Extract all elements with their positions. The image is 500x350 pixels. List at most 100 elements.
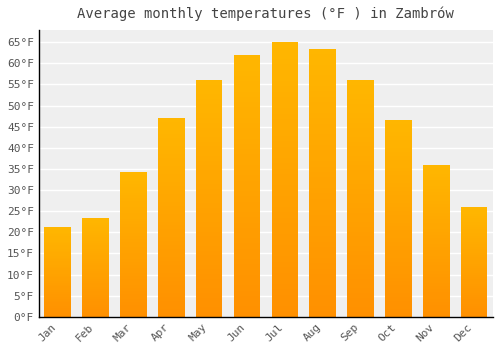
Bar [234, 259, 260, 264]
Bar [348, 85, 374, 90]
Bar [82, 253, 109, 255]
Bar [385, 309, 411, 313]
Bar [385, 258, 411, 262]
Bar [272, 53, 298, 59]
Bar [196, 265, 222, 270]
Bar [423, 259, 450, 262]
Bar [423, 232, 450, 235]
Bar [310, 194, 336, 199]
Bar [196, 194, 222, 198]
Bar [120, 190, 146, 193]
Bar [44, 263, 71, 265]
Bar [158, 249, 184, 253]
Bar [348, 198, 374, 203]
Bar [348, 170, 374, 175]
Bar [44, 254, 71, 256]
Bar [234, 118, 260, 123]
Bar [423, 268, 450, 271]
Bar [234, 92, 260, 97]
Bar [423, 189, 450, 192]
Bar [272, 212, 298, 218]
Bar [423, 229, 450, 232]
Bar [120, 282, 146, 285]
Bar [272, 300, 298, 306]
Bar [310, 49, 336, 54]
Bar [310, 75, 336, 81]
Bar [44, 310, 71, 312]
Bar [82, 277, 109, 279]
Bar [310, 172, 336, 177]
Bar [120, 259, 146, 262]
Bar [272, 42, 298, 48]
Bar [423, 210, 450, 214]
Bar [158, 269, 184, 273]
Bar [461, 273, 487, 275]
Bar [120, 210, 146, 213]
Bar [385, 262, 411, 266]
Bar [423, 256, 450, 259]
Bar [44, 312, 71, 313]
Bar [310, 220, 336, 226]
Bar [120, 250, 146, 253]
Bar [348, 303, 374, 307]
Bar [120, 239, 146, 242]
Bar [82, 275, 109, 277]
Bar [82, 281, 109, 283]
Bar [423, 219, 450, 223]
Bar [120, 302, 146, 305]
Bar [44, 308, 71, 310]
Bar [272, 218, 298, 223]
Bar [385, 168, 411, 172]
Bar [196, 246, 222, 251]
Bar [461, 242, 487, 244]
Bar [348, 156, 374, 161]
Bar [120, 178, 146, 181]
Bar [234, 186, 260, 191]
Bar [272, 240, 298, 245]
Bar [461, 216, 487, 218]
Bar [385, 226, 411, 230]
Bar [196, 260, 222, 265]
Bar [82, 271, 109, 273]
Bar [461, 275, 487, 277]
Bar [196, 118, 222, 123]
Bar [120, 273, 146, 276]
Bar [348, 213, 374, 217]
Bar [385, 250, 411, 254]
Bar [310, 145, 336, 150]
Title: Average monthly temperatures (°F ) in Zambrów: Average monthly temperatures (°F ) in Za… [78, 7, 454, 21]
Bar [120, 279, 146, 282]
Bar [310, 258, 336, 263]
Bar [120, 198, 146, 201]
Bar [234, 270, 260, 275]
Bar [348, 217, 374, 222]
Bar [234, 244, 260, 249]
Bar [348, 232, 374, 236]
Bar [158, 202, 184, 205]
Bar [461, 262, 487, 264]
Bar [385, 191, 411, 195]
Bar [348, 312, 374, 317]
Bar [44, 229, 71, 231]
Bar [196, 293, 222, 298]
Bar [348, 137, 374, 142]
Bar [82, 245, 109, 247]
Bar [272, 245, 298, 251]
Bar [348, 288, 374, 293]
Bar [82, 225, 109, 228]
Bar [82, 279, 109, 281]
Bar [423, 214, 450, 216]
Bar [423, 299, 450, 302]
Bar [234, 81, 260, 86]
Bar [158, 253, 184, 257]
Bar [423, 180, 450, 183]
Bar [120, 227, 146, 230]
Bar [234, 139, 260, 144]
Bar [82, 263, 109, 265]
Bar [272, 147, 298, 152]
Bar [44, 290, 71, 292]
Bar [423, 235, 450, 238]
Bar [385, 230, 411, 234]
Bar [423, 177, 450, 180]
Bar [120, 294, 146, 296]
